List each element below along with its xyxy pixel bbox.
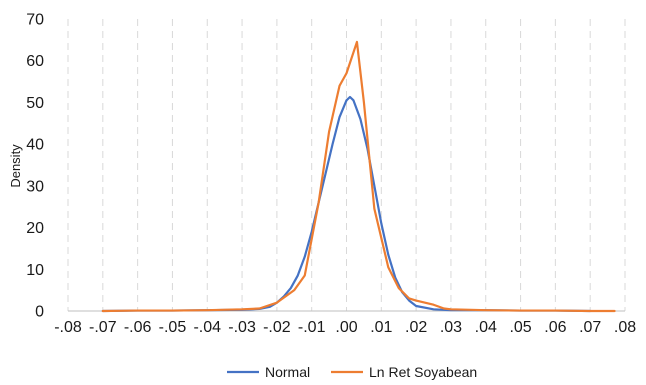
grid-lines [67, 19, 626, 312]
legend-label: Ln Ret Soyabean [369, 364, 477, 380]
x-tick-label: .07 [579, 319, 601, 336]
x-tick-label: .05 [509, 319, 531, 336]
y-axis-label: Density [8, 144, 23, 188]
x-tick-label: -.03 [228, 319, 256, 336]
x-tick-label: .00 [335, 319, 357, 336]
legend-label: Normal [265, 364, 310, 380]
series-lines [101, 40, 616, 313]
x-tick-label: .02 [405, 319, 427, 336]
x-tick-label: -.04 [193, 319, 221, 336]
y-tick-label: 40 [26, 137, 44, 154]
y-tick-label: 50 [26, 95, 44, 112]
series-line-ln-ret-soyabean [101, 40, 616, 313]
x-tick-label: .06 [544, 319, 566, 336]
x-tick-label: -.02 [263, 319, 291, 336]
x-axis-ticks: -.08 -.07 -.06 -.05 -.04 -.03 -.02 -.01 .00 .01 .0… [54, 319, 636, 336]
y-tick-label: 30 [26, 178, 44, 195]
y-tick-label: 10 [26, 262, 44, 279]
y-tick-label: 60 [26, 53, 44, 70]
x-tick-label: -.01 [298, 319, 326, 336]
x-tick-label: -.08 [54, 319, 82, 336]
y-tick-label: 20 [26, 220, 44, 237]
y-tick-label: 0 [35, 304, 44, 321]
x-tick-label: .08 [614, 319, 636, 336]
y-tick-label: 70 [26, 12, 44, 29]
series-line-normal [101, 95, 592, 313]
x-tick-label: .03 [440, 319, 462, 336]
x-tick-label: .01 [370, 319, 392, 336]
x-tick-label: .04 [475, 319, 497, 336]
x-tick-label: -.07 [89, 319, 117, 336]
y-axis-ticks: 0 10 20 30 40 50 60 70 [26, 12, 44, 321]
x-tick-label: -.05 [159, 319, 187, 336]
x-tick-label: -.06 [124, 319, 152, 336]
legend: Normal Ln Ret Soyabean [227, 364, 477, 380]
